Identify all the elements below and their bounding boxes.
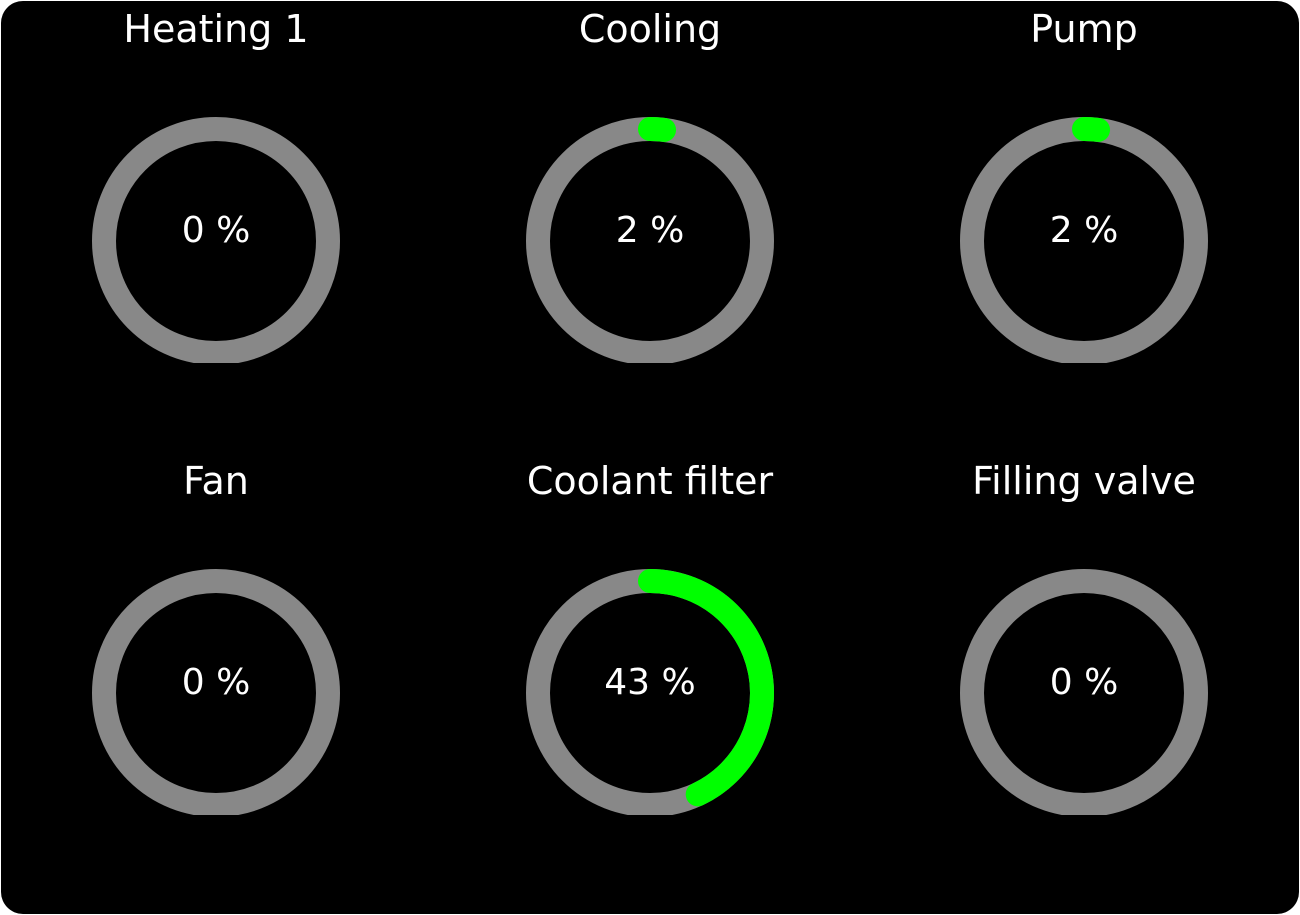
gauge-value: 2 % [615, 210, 685, 251]
gauge-cooling: Cooling 2 % [520, 1, 780, 421]
gauge-ring [526, 117, 774, 363]
gauge-ring [526, 569, 774, 815]
gauge-coolant-filter: Coolant filter 43 % [520, 453, 780, 873]
gauge-filling-valve: Filling valve 0 % [954, 453, 1214, 873]
gauge-track [92, 117, 340, 363]
gauge-fan: Fan 0 % [86, 453, 346, 873]
gauge-ring [960, 117, 1208, 363]
gauge-pump: Pump 2 % [954, 1, 1214, 421]
gauge-fill-arc [638, 569, 774, 807]
gauge-value: 43 % [604, 662, 696, 703]
gauge-track [92, 569, 340, 815]
gauge-fill-arc [638, 117, 677, 142]
gauge-ring [960, 569, 1208, 815]
gauge-title: Pump [1030, 7, 1138, 51]
gauge-title: Fan [183, 459, 249, 503]
gauge-value: 2 % [1049, 210, 1119, 251]
gauge-fill-arc [1072, 117, 1111, 142]
gauge-title: Filling valve [972, 459, 1196, 503]
gauge-value: 0 % [1049, 662, 1119, 703]
gauge-track [960, 569, 1208, 815]
gauge-value: 0 % [181, 210, 251, 251]
gauge-title: Cooling [578, 7, 722, 51]
gauge-ring [92, 117, 340, 363]
gauge-title: Heating 1 [123, 7, 309, 51]
gauge-value: 0 % [181, 662, 251, 703]
gauge-ring [92, 569, 340, 815]
gauge-title: Coolant filter [526, 459, 774, 503]
gauge-heating-1: Heating 1 0 % [86, 1, 346, 421]
